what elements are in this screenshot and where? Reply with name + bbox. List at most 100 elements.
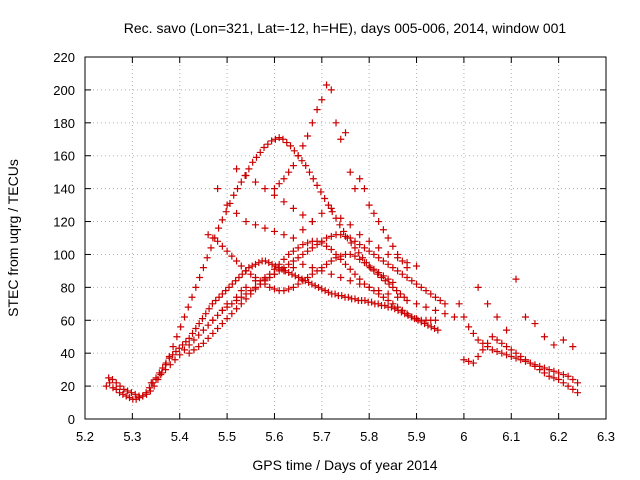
series-arc8 <box>460 333 582 397</box>
data-point <box>521 356 529 364</box>
data-point <box>375 254 383 262</box>
data-point <box>299 241 307 249</box>
data-point <box>264 140 272 148</box>
data-point <box>223 315 231 323</box>
data-point <box>299 211 307 219</box>
data-point <box>116 382 124 390</box>
data-point <box>204 321 212 329</box>
x-axis-label: GPS time / Days of year 2014 <box>252 457 437 473</box>
data-point <box>289 234 297 242</box>
data-point <box>208 300 216 308</box>
data-point <box>289 247 297 255</box>
data-point <box>384 275 392 283</box>
data-point <box>346 250 354 258</box>
data-point <box>285 269 293 277</box>
x-tick-label: 5.7 <box>313 429 331 444</box>
data-point <box>120 385 128 393</box>
data-point <box>404 311 412 319</box>
data-point <box>234 185 242 193</box>
data-point <box>180 313 188 321</box>
data-point <box>384 260 392 268</box>
data-point <box>398 270 406 278</box>
data-point <box>393 287 401 295</box>
data-point <box>202 310 210 318</box>
data-point <box>279 135 287 143</box>
data-point <box>384 250 392 258</box>
data-point <box>271 262 279 270</box>
data-point <box>559 379 567 387</box>
data-point <box>252 277 260 285</box>
data-point <box>280 231 288 239</box>
data-point <box>177 323 185 331</box>
data-point <box>545 372 553 380</box>
data-point <box>237 262 245 270</box>
data-point <box>347 239 355 247</box>
data-point <box>255 259 263 267</box>
data-point <box>389 278 397 286</box>
data-point <box>375 269 383 277</box>
data-point <box>321 195 329 203</box>
data-point <box>157 371 165 379</box>
data-point <box>493 313 501 321</box>
data-point <box>397 308 405 316</box>
data-point <box>351 295 359 303</box>
data-point <box>261 185 269 193</box>
y-tick-label: 40 <box>61 346 75 361</box>
x-tick-label: 6.2 <box>550 429 568 444</box>
data-point <box>209 316 217 324</box>
data-point <box>271 135 279 143</box>
data-point <box>342 260 349 268</box>
data-point <box>233 305 241 313</box>
data-point <box>214 325 222 332</box>
data-point <box>304 247 312 255</box>
data-point <box>228 252 236 260</box>
data-point <box>366 264 374 272</box>
data-point <box>304 132 312 140</box>
data-point <box>540 369 548 377</box>
data-point <box>441 310 449 318</box>
data-point <box>275 260 283 268</box>
data-point <box>185 341 193 349</box>
y-tick-label: 60 <box>61 313 75 328</box>
data-point <box>247 290 255 298</box>
series-arc12 <box>233 165 316 226</box>
data-point <box>126 394 134 402</box>
x-tick-label: 5.8 <box>360 429 378 444</box>
x-tick-label: 5.9 <box>408 429 426 444</box>
data-point <box>417 283 425 291</box>
data-point <box>337 214 345 222</box>
data-point <box>488 333 496 341</box>
data-point <box>242 267 250 275</box>
data-point <box>270 270 278 278</box>
data-point <box>299 142 307 150</box>
data-point <box>403 259 411 267</box>
data-point <box>387 303 395 311</box>
data-point <box>270 191 278 199</box>
data-point <box>105 374 113 382</box>
data-point <box>368 298 376 306</box>
data-point <box>559 371 567 379</box>
data-point <box>474 283 482 291</box>
data-point <box>431 325 439 332</box>
data-point <box>474 352 482 360</box>
data-point <box>204 334 212 342</box>
data-point <box>545 366 553 374</box>
data-point <box>248 262 256 270</box>
data-point <box>337 231 345 239</box>
data-point <box>327 204 335 212</box>
data-point <box>222 287 230 295</box>
data-point <box>280 287 288 295</box>
data-point <box>304 273 312 281</box>
data-point <box>131 390 139 398</box>
data-point <box>145 384 153 392</box>
data-point <box>434 326 442 334</box>
data-point <box>268 137 276 145</box>
data-point <box>318 267 326 275</box>
data-point <box>308 280 316 288</box>
data-point <box>318 209 326 217</box>
data-point <box>555 369 563 377</box>
data-point <box>309 175 317 183</box>
data-point <box>203 254 211 262</box>
data-point <box>242 218 250 226</box>
